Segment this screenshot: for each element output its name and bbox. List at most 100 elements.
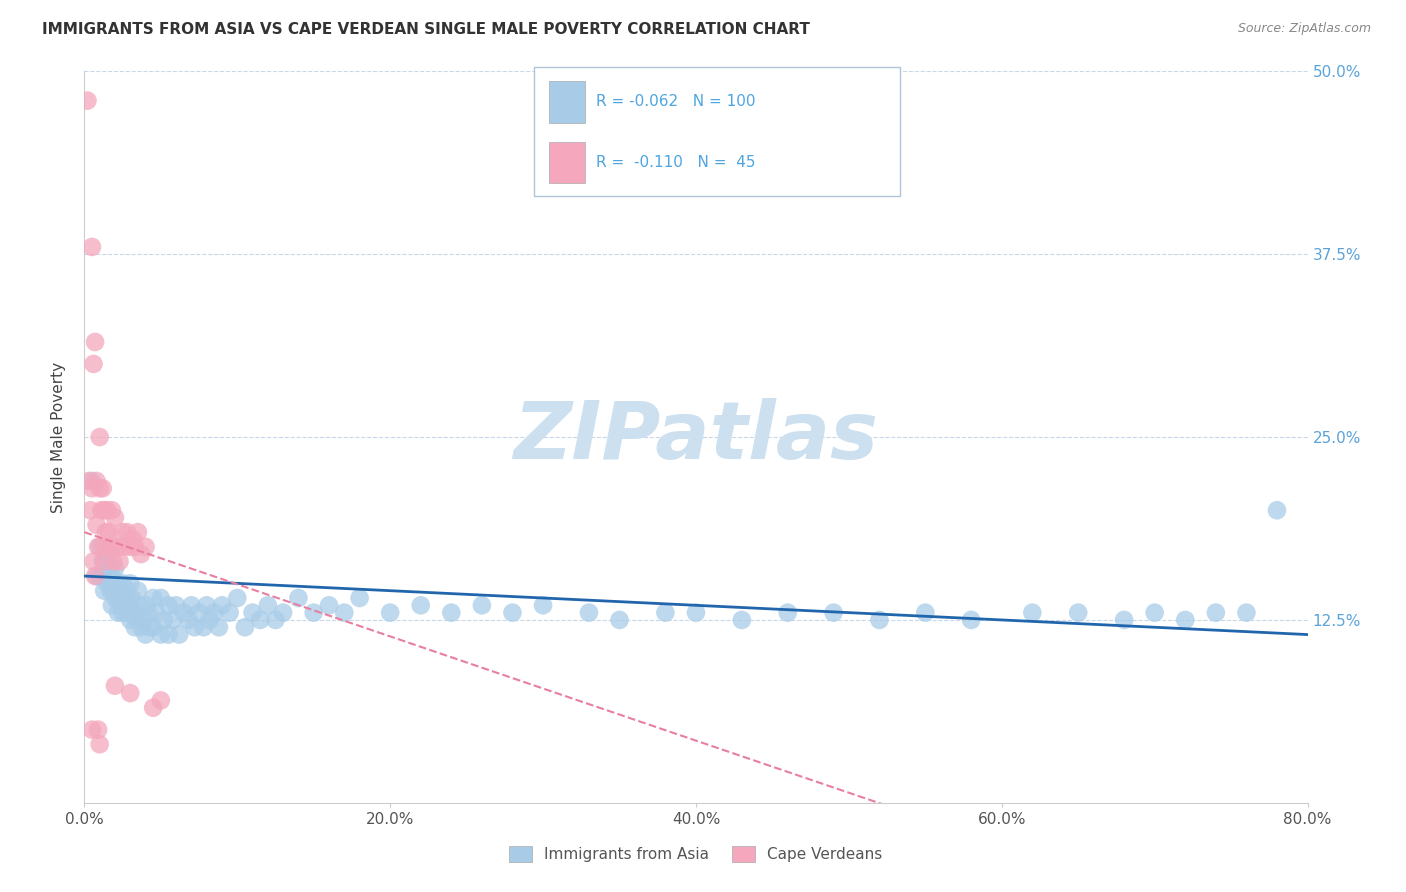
Point bbox=[98, 583, 121, 598]
Point bbox=[139, 620, 162, 634]
Point bbox=[114, 606, 136, 620]
Point bbox=[80, 481, 103, 495]
Point bbox=[1114, 613, 1136, 627]
Point bbox=[96, 503, 118, 517]
Point bbox=[94, 525, 117, 540]
Point bbox=[93, 583, 115, 598]
Point bbox=[103, 583, 125, 598]
Point bbox=[129, 547, 152, 561]
Point bbox=[111, 576, 134, 591]
Point bbox=[96, 576, 118, 591]
Point bbox=[87, 723, 110, 737]
Point bbox=[97, 562, 120, 576]
Point bbox=[142, 591, 165, 605]
Point bbox=[104, 591, 127, 605]
Point bbox=[1143, 606, 1166, 620]
Point bbox=[79, 503, 101, 517]
Point bbox=[101, 599, 124, 613]
Point bbox=[1174, 613, 1197, 627]
Bar bbox=[548, 142, 585, 184]
Point bbox=[76, 94, 98, 108]
Point bbox=[124, 540, 146, 554]
Text: Source: ZipAtlas.com: Source: ZipAtlas.com bbox=[1237, 22, 1371, 36]
Point bbox=[149, 693, 172, 707]
Point bbox=[198, 613, 221, 627]
Point bbox=[89, 569, 111, 583]
Point bbox=[89, 540, 111, 554]
Point bbox=[111, 606, 134, 620]
Point bbox=[188, 606, 211, 620]
Point bbox=[107, 591, 129, 605]
Point bbox=[287, 591, 309, 605]
Point bbox=[127, 583, 149, 598]
Point bbox=[104, 562, 127, 576]
Point bbox=[731, 613, 754, 627]
Point bbox=[823, 606, 845, 620]
Point bbox=[145, 606, 167, 620]
Point bbox=[193, 620, 215, 634]
Point bbox=[112, 540, 135, 554]
Point bbox=[120, 576, 142, 591]
Point bbox=[1021, 606, 1043, 620]
Point bbox=[86, 569, 108, 583]
Point bbox=[211, 599, 233, 613]
Point bbox=[869, 613, 891, 627]
Point bbox=[93, 554, 115, 568]
Text: R = -0.062   N = 100: R = -0.062 N = 100 bbox=[596, 95, 756, 110]
Point bbox=[142, 700, 165, 714]
Point bbox=[101, 540, 124, 554]
Point bbox=[84, 569, 107, 583]
FancyBboxPatch shape bbox=[534, 67, 900, 196]
Point bbox=[1067, 606, 1090, 620]
Point bbox=[127, 525, 149, 540]
Point bbox=[349, 591, 371, 605]
Point bbox=[333, 606, 356, 620]
Point bbox=[77, 474, 100, 488]
Point bbox=[93, 503, 115, 517]
Text: R =  -0.110   N =  45: R = -0.110 N = 45 bbox=[596, 155, 756, 170]
Point bbox=[183, 620, 205, 634]
Point bbox=[121, 591, 143, 605]
Point bbox=[115, 525, 138, 540]
Point bbox=[110, 599, 132, 613]
Bar bbox=[548, 81, 585, 122]
Point bbox=[120, 613, 142, 627]
Point bbox=[302, 606, 325, 620]
Point bbox=[249, 613, 271, 627]
Point bbox=[173, 606, 195, 620]
Point bbox=[1265, 503, 1288, 517]
Point bbox=[149, 591, 172, 605]
Point bbox=[108, 554, 131, 568]
Point bbox=[86, 517, 108, 532]
Point bbox=[128, 599, 150, 613]
Point bbox=[91, 481, 114, 495]
Point bbox=[380, 606, 402, 620]
Point bbox=[124, 620, 146, 634]
Point bbox=[104, 679, 127, 693]
Point bbox=[177, 613, 200, 627]
Point bbox=[120, 540, 142, 554]
Point bbox=[1236, 606, 1258, 620]
Point bbox=[83, 554, 105, 568]
Text: ZIPatlas: ZIPatlas bbox=[513, 398, 879, 476]
Point bbox=[135, 599, 157, 613]
Point bbox=[101, 503, 124, 517]
Point bbox=[89, 737, 111, 751]
Point bbox=[101, 569, 124, 583]
Point bbox=[202, 606, 225, 620]
Point bbox=[138, 606, 160, 620]
Point bbox=[153, 613, 176, 627]
Point bbox=[96, 547, 118, 561]
Point bbox=[142, 620, 165, 634]
Point bbox=[162, 613, 184, 627]
Point bbox=[122, 606, 145, 620]
Point bbox=[195, 599, 218, 613]
Point bbox=[80, 723, 103, 737]
Point bbox=[578, 606, 600, 620]
Point bbox=[104, 510, 127, 524]
Point bbox=[89, 481, 111, 495]
Point bbox=[120, 686, 142, 700]
Point bbox=[271, 606, 294, 620]
Point bbox=[108, 583, 131, 598]
Point bbox=[112, 591, 135, 605]
